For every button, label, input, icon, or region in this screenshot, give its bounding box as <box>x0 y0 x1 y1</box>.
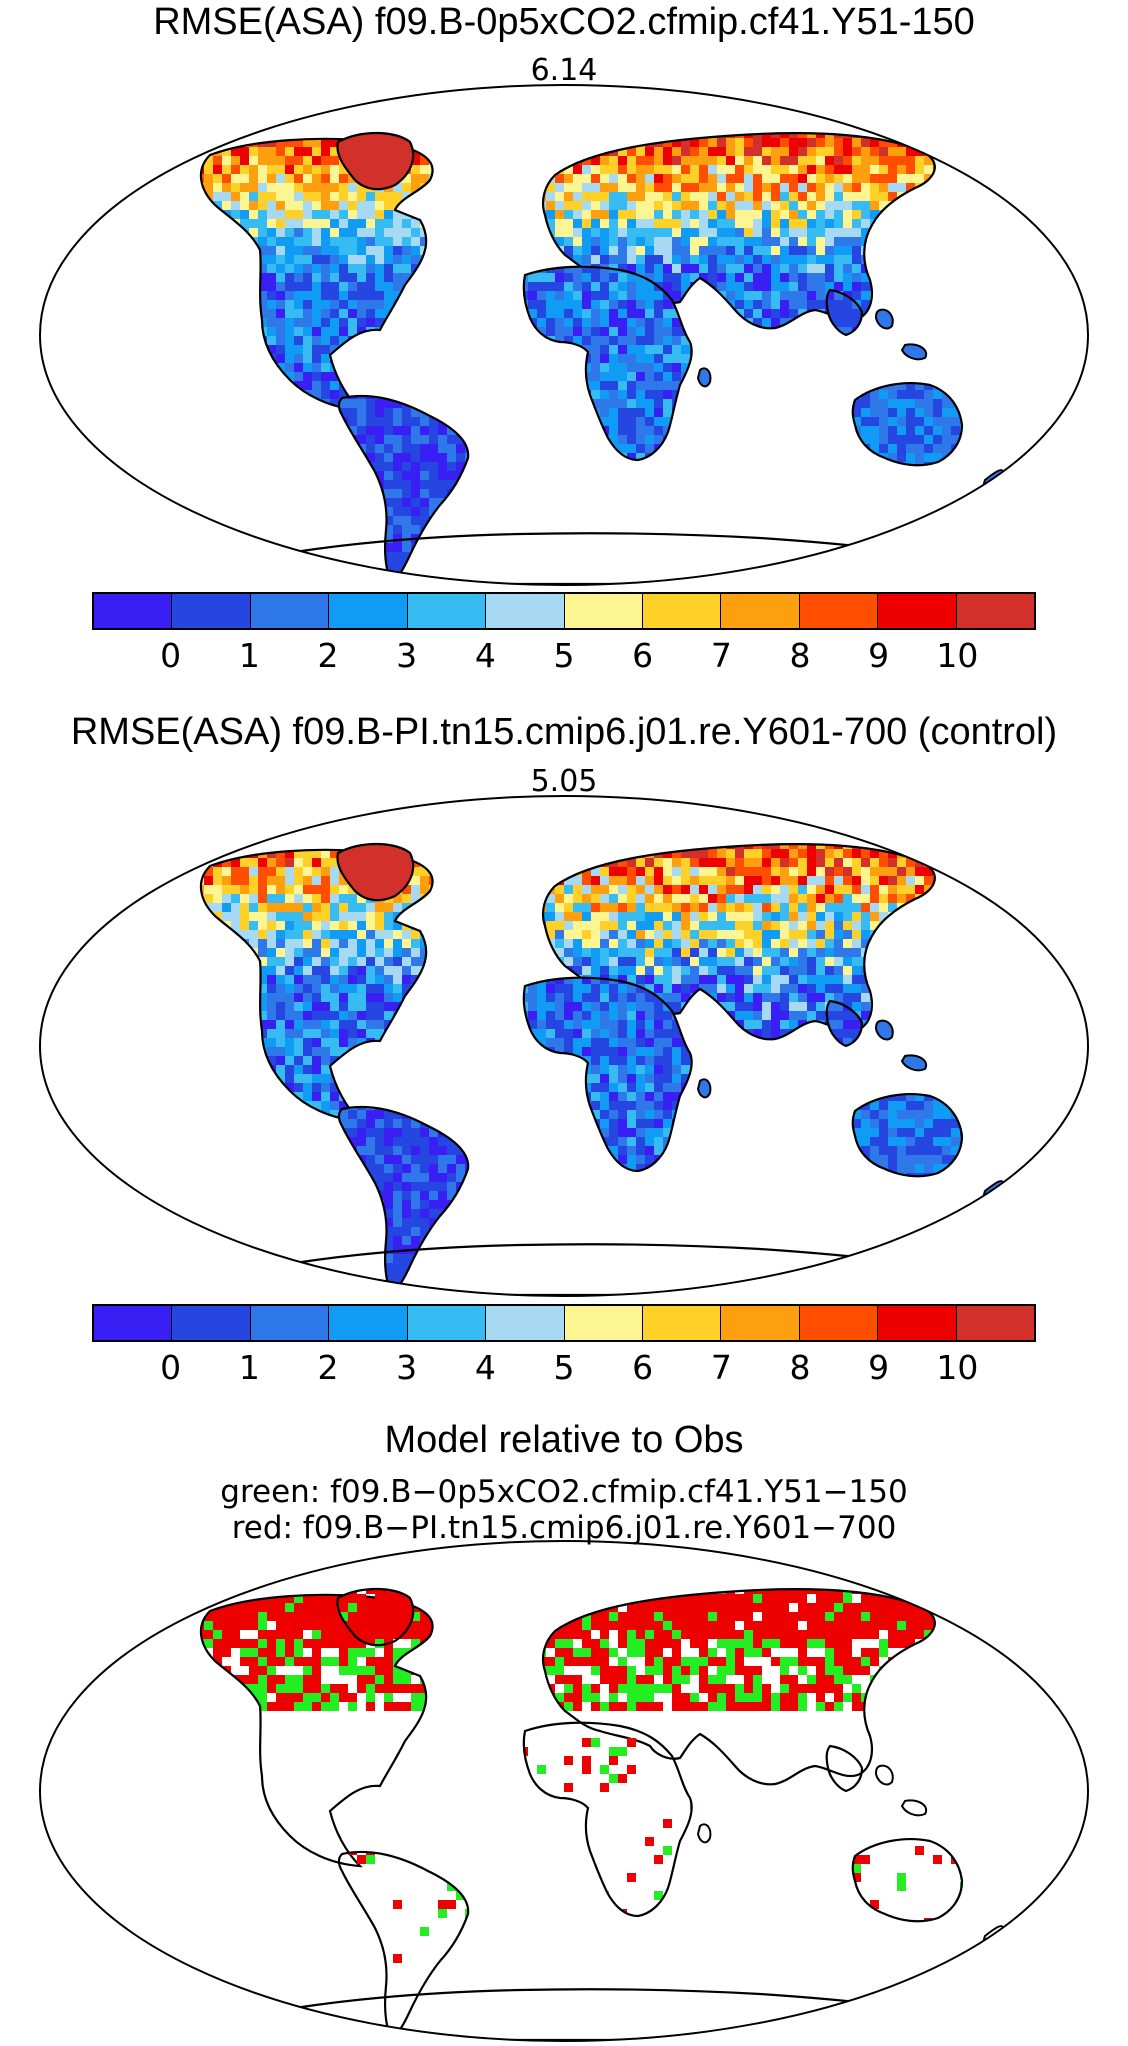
comparison-map <box>0 1536 1128 2046</box>
colorbar-tick-label: 7 <box>691 1348 751 1388</box>
colorbar-tick-label: 6 <box>613 636 673 676</box>
region-africa <box>0 791 1128 1301</box>
colorbar-swatch <box>408 594 486 628</box>
coastline-samerica <box>339 1852 468 2040</box>
coastline-australia <box>853 1839 962 1921</box>
colorbar-tick-label: 4 <box>455 1348 515 1388</box>
colorbar-swatch <box>565 1306 643 1340</box>
coastline-island <box>698 1824 710 1842</box>
colorbar-swatch <box>721 594 799 628</box>
panel-2-map <box>0 791 1128 1301</box>
colorbar-swatch <box>172 594 250 628</box>
colorbar-swatch <box>251 594 329 628</box>
colorbar-tick-label: 0 <box>141 636 201 676</box>
colorbar-tick-label: 10 <box>927 636 987 676</box>
colorbar-swatch <box>486 594 564 628</box>
colorbar-tick-label: 3 <box>377 1348 437 1388</box>
panel-1-title: RMSE(ASA) f09.B-0p5xCO2.cfmip.cf41.Y51-1… <box>0 0 1128 44</box>
colorbar-swatch <box>643 594 721 628</box>
colorbar-swatch <box>251 1306 329 1340</box>
map-content <box>150 1576 1005 2040</box>
colorbar-swatch <box>486 1306 564 1340</box>
colorbar-swatch <box>721 1306 799 1340</box>
panel-2-colorbar-ticks: 0 1 2 3 4 5 6 7 8 9 10 <box>92 1348 1036 1388</box>
colorbar-swatch <box>957 594 1034 628</box>
coastline-island <box>698 368 710 386</box>
panel-1-map <box>0 80 1128 590</box>
colorbar-swatch <box>878 594 956 628</box>
panel-1-colorbar-ticks: 0 1 2 3 4 5 6 7 8 9 10 <box>92 636 1036 676</box>
colorbar-swatch <box>94 594 172 628</box>
colorbar-tick-label: 5 <box>534 1348 594 1388</box>
colorbar-tick-label: 9 <box>849 1348 909 1388</box>
colorbar-swatch <box>94 1306 172 1340</box>
colorbar-swatch <box>408 1306 486 1340</box>
colorbar-tick-label: 5 <box>534 636 594 676</box>
colorbar-swatch <box>172 1306 250 1340</box>
coastline-island <box>902 1055 926 1070</box>
colorbar-tick-label: 0 <box>141 1348 201 1388</box>
colorbar-tick-label: 3 <box>377 636 437 676</box>
map-content <box>0 80 1128 590</box>
colorbar-swatch <box>565 594 643 628</box>
colorbar-tick-label: 8 <box>770 1348 830 1388</box>
coastline-island <box>876 310 893 329</box>
comparison-title: Model relative to Obs <box>0 1418 1128 1462</box>
colorbar-tick-label: 8 <box>770 636 830 676</box>
coastline-island <box>876 1766 893 1785</box>
colorbar-tick-label: 2 <box>298 636 358 676</box>
comparison-legend-green: green: f09.B−0p5xCO2.cfmip.cf41.Y51−150 <box>0 1474 1128 1510</box>
colorbar-tick-label: 6 <box>613 1348 673 1388</box>
coastline-seasia <box>827 1746 862 1791</box>
map-content <box>0 791 1128 1301</box>
coastline-island <box>902 344 926 359</box>
colorbar-swatch <box>800 1306 878 1340</box>
coastline-island <box>902 1800 926 1815</box>
colorbar-swatch <box>643 1306 721 1340</box>
region-africa <box>0 80 1128 590</box>
colorbar-swatch <box>878 1306 956 1340</box>
coastline-island <box>698 1079 710 1097</box>
panel-1-colorbar <box>92 592 1036 630</box>
colorbar-tick-label: 10 <box>927 1348 987 1388</box>
colorbar-swatch <box>957 1306 1034 1340</box>
colorbar-tick-label: 4 <box>455 636 515 676</box>
colorbar-swatch <box>329 594 407 628</box>
colorbar-swatch <box>800 594 878 628</box>
colorbar-tick-label: 9 <box>849 636 909 676</box>
panel-2-title: RMSE(ASA) f09.B-PI.tn15.cmip6.j01.re.Y60… <box>0 710 1128 754</box>
coastline-island <box>876 1021 893 1040</box>
colorbar-tick-label: 1 <box>219 1348 279 1388</box>
colorbar-swatch <box>329 1306 407 1340</box>
colorbar-tick-label: 2 <box>298 1348 358 1388</box>
colorbar-tick-label: 7 <box>691 636 751 676</box>
panel-2-colorbar <box>92 1304 1036 1342</box>
colorbar-tick-label: 1 <box>219 636 279 676</box>
